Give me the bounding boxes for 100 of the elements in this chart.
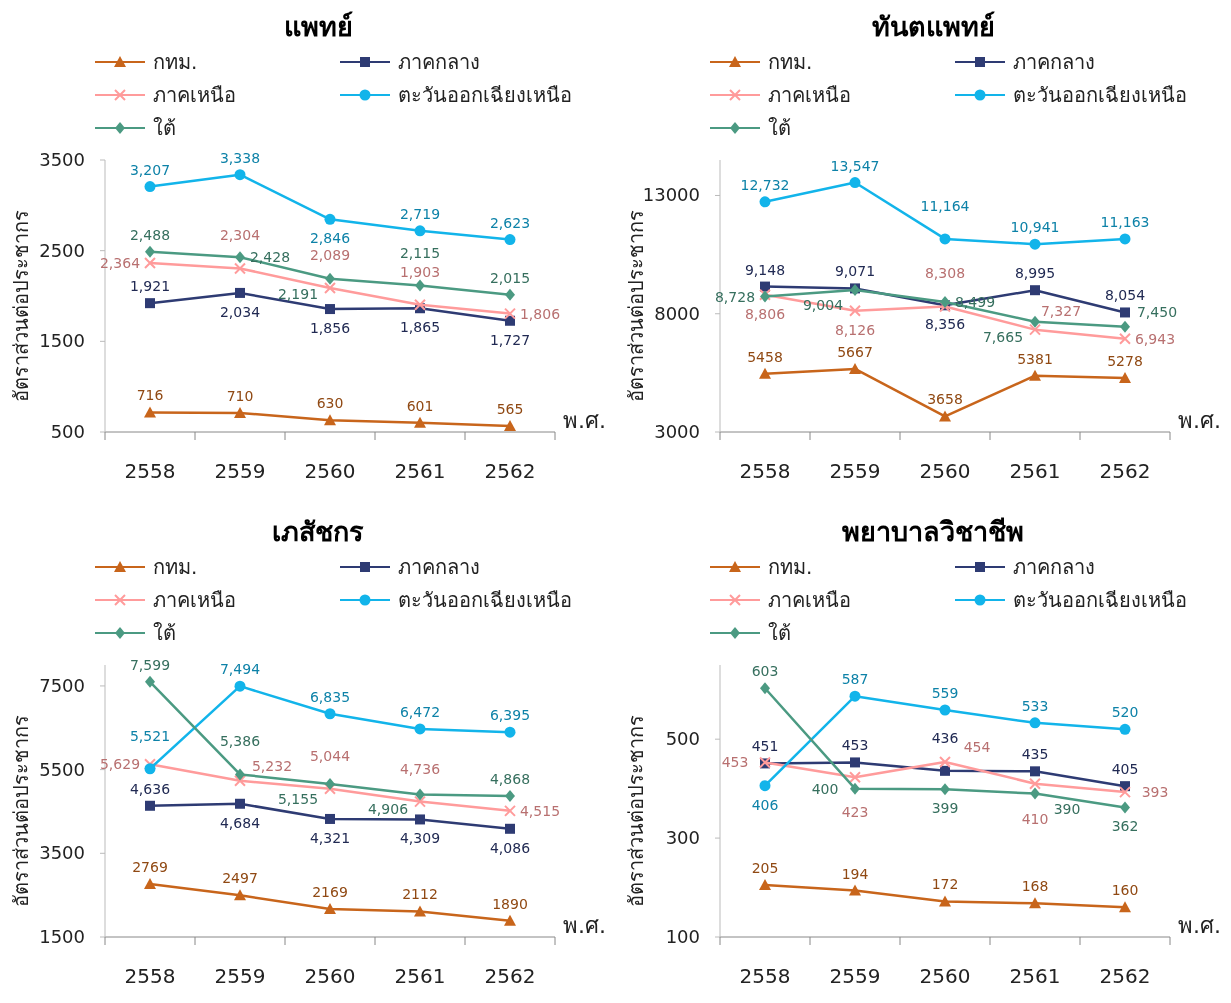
data-label: 630	[316, 395, 344, 412]
legend-label: กทม.	[768, 50, 813, 74]
data-label: 1,903	[399, 263, 441, 280]
x-tick-label: 2558	[124, 459, 176, 483]
data-label: 533	[1021, 697, 1049, 714]
legend-label: ภาคเหนือ	[768, 83, 851, 107]
data-label: 2769	[132, 858, 168, 875]
chart-title: ทันตแพทย์	[871, 11, 995, 42]
x-tick-label: 2559	[214, 459, 266, 483]
data-label: 13,547	[830, 157, 880, 174]
data-label: 2,488	[129, 226, 171, 243]
data-label: 8,054	[1104, 287, 1146, 304]
y-tick-label: 2500	[39, 239, 85, 261]
data-label: 4,321	[309, 829, 351, 846]
data-label: 393	[1141, 784, 1169, 801]
data-label: 5667	[837, 343, 873, 360]
data-label: 6,395	[489, 707, 531, 724]
data-label: 4,736	[399, 760, 441, 777]
data-label: 7,599	[129, 656, 171, 673]
data-label: 3658	[927, 391, 963, 408]
legend-label: ภาคกลาง	[398, 50, 480, 74]
y-axis-title: อัตราส่วนต่อประชากร	[9, 715, 33, 907]
data-label: 1,856	[309, 320, 351, 337]
x-tick-label: 2560	[919, 964, 971, 988]
data-label: 405	[1111, 761, 1139, 778]
y-axis-title: อัตราส่วนต่อประชากร	[624, 210, 648, 402]
data-label: 3,338	[219, 149, 261, 166]
data-label: 451	[751, 738, 779, 755]
data-label: 8,308	[924, 265, 966, 282]
data-label: 2112	[402, 886, 438, 903]
data-label: 435	[1021, 746, 1049, 763]
data-label: 406	[751, 796, 779, 813]
y-tick-label: 3000	[654, 421, 700, 442]
data-label: 10,941	[1010, 219, 1060, 236]
data-label: 8,356	[924, 316, 966, 333]
chart-title: แพทย์	[283, 11, 353, 42]
data-label: 2,304	[219, 227, 261, 244]
data-label: 5458	[747, 348, 783, 365]
data-label: 710	[226, 387, 254, 404]
legend-label: ใต้	[768, 116, 791, 140]
x-tick-label: 2561	[1009, 459, 1061, 483]
data-label: 11,164	[920, 197, 970, 214]
data-label: 5,629	[99, 756, 141, 773]
data-label: 2,115	[399, 244, 441, 261]
data-label: 2,089	[309, 246, 351, 263]
data-label: 2,364	[99, 255, 141, 271]
data-label: 8,995	[1014, 265, 1056, 282]
y-tick-label: 1500	[39, 926, 85, 947]
legend-label: ภาคกลาง	[1013, 555, 1095, 579]
x-tick-label: 2562	[1099, 964, 1151, 988]
y-axis-title: อัตราส่วนต่อประชากร	[624, 715, 648, 907]
data-label: 194	[841, 865, 869, 882]
data-label: 7,327	[1040, 302, 1082, 319]
x-tick-label: 2561	[394, 459, 446, 483]
data-label: 12,732	[740, 176, 790, 193]
data-label: 5381	[1017, 350, 1053, 367]
legend-label: ตะวันออกเฉียงเหนือ	[1013, 588, 1187, 612]
x-tick-label: 2558	[739, 459, 791, 483]
data-label: 8,728	[714, 288, 756, 305]
data-label: 9,148	[744, 261, 786, 278]
y-tick-label: 100	[665, 926, 700, 947]
data-label: 5,155	[277, 791, 319, 808]
x-tick-label: 2560	[919, 459, 971, 483]
y-tick-label: 13000	[642, 184, 700, 206]
x-tick-label: 2559	[214, 964, 266, 988]
y-tick-label: 3500	[39, 149, 85, 170]
x-tick-label: 2562	[1099, 459, 1151, 483]
data-label: 410	[1021, 810, 1049, 827]
data-label: 205	[751, 860, 779, 877]
data-label: 2,034	[219, 303, 261, 320]
legend-label: ใต้	[768, 621, 791, 645]
data-label: 2,719	[399, 205, 441, 222]
data-label: 2,428	[249, 249, 291, 266]
data-label: 1890	[492, 895, 528, 912]
x-tick-label: 2561	[1009, 964, 1061, 988]
x-tick-label: 2559	[829, 459, 881, 483]
data-label: 5,386	[219, 733, 261, 750]
x-tick-label: 2562	[484, 459, 536, 483]
data-label: 1,865	[399, 319, 441, 336]
legend-label: ภาคเหนือ	[153, 588, 236, 612]
y-tick-label: 500	[665, 728, 700, 750]
data-label: 5,521	[129, 727, 171, 744]
y-tick-label: 3500	[39, 842, 85, 864]
data-label: 1,921	[129, 278, 171, 295]
legend-label: ใต้	[153, 621, 176, 645]
legend-label: ภาคเหนือ	[153, 83, 236, 107]
legend-label: ตะวันออกเฉียงเหนือ	[398, 588, 572, 612]
data-label: 9,004	[802, 296, 844, 313]
data-label: 1,727	[489, 331, 531, 348]
data-label: 9,071	[834, 263, 876, 280]
data-label: 587	[841, 671, 869, 688]
data-label: 4,906	[367, 801, 409, 818]
data-label: 565	[496, 401, 524, 418]
legend-label: ภาคเหนือ	[768, 588, 851, 612]
data-label: 4,684	[219, 814, 261, 831]
x-tick-label: 2561	[394, 964, 446, 988]
data-label: 7,494	[219, 661, 261, 678]
chart-title: พยาบาลวิชาชีพ	[842, 516, 1024, 547]
x-tick-label: 2560	[304, 459, 356, 483]
data-label: 8,126	[834, 321, 876, 338]
